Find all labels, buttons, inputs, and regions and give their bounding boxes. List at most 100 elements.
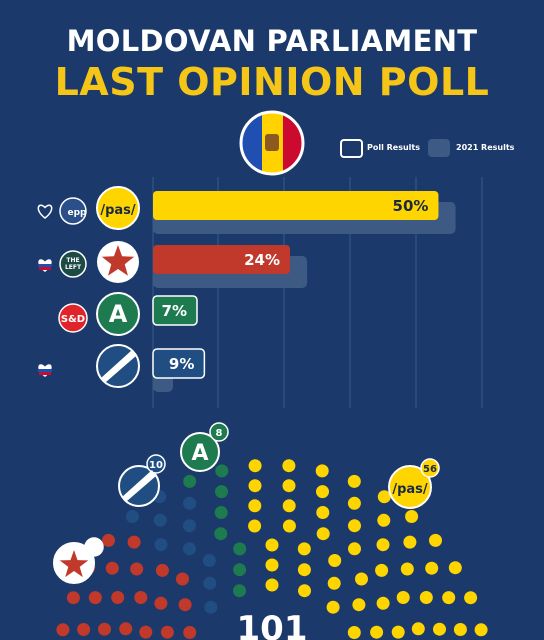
seat-pas: [355, 572, 368, 586]
seat-alternativa: [214, 506, 228, 519]
legend-swatch-poll: [340, 139, 363, 158]
bar-poll-sor: [152, 348, 206, 379]
seat-pas: [448, 561, 462, 575]
bar-poll-alternativa: [152, 295, 198, 326]
seat-pas: [316, 506, 330, 519]
seat-sor: [154, 538, 168, 552]
seat-pas: [429, 533, 442, 547]
bar-poll-pas: [153, 191, 439, 220]
seat-pas: [411, 622, 425, 636]
seat-pas: [419, 591, 433, 604]
alt-hemi-logo: [180, 432, 220, 472]
seat-alternativa: [233, 563, 247, 577]
seat-pas: [265, 578, 279, 592]
seat-pas: [442, 591, 456, 605]
seat-alternativa: [233, 542, 247, 556]
seat-pas: [248, 499, 262, 513]
bar-label-sor: 9%: [169, 355, 194, 373]
seat-alternativa: [214, 527, 228, 541]
seat-pas: [316, 527, 330, 541]
seat-pas: [376, 596, 390, 610]
legend-label-prev: 2021 Results: [456, 143, 515, 152]
seat-pas: [474, 623, 488, 637]
seat-psrm: [88, 591, 102, 605]
sor-diagonal-icon: [101, 350, 136, 382]
seat-psrm: [127, 535, 141, 549]
seat-pas: [282, 519, 296, 533]
seat-pas: [425, 561, 439, 575]
moldova-flag: [239, 110, 305, 176]
sor-hemi-diagonal-icon: [122, 470, 156, 501]
legend-label-poll: Poll Results: [367, 143, 420, 152]
seat-sor: [125, 510, 139, 523]
seat-pas: [265, 558, 279, 572]
seat-pas: [298, 584, 311, 598]
alternativa-logo: [96, 292, 140, 336]
seat-alternativa: [215, 485, 228, 499]
alt-hemi-logo-text: A: [191, 441, 208, 466]
seat-pas: [405, 510, 419, 523]
seat-pas: [403, 535, 417, 549]
bar-label-pas: 50%: [393, 197, 429, 215]
seat-psrm: [130, 562, 144, 576]
seat-psrm: [176, 572, 189, 586]
seat-sor: [204, 600, 218, 614]
seat-pas: [315, 464, 329, 478]
epp-badge-text: epp: [68, 208, 88, 218]
seat-psrm: [105, 561, 119, 575]
seat-pas: [400, 562, 414, 576]
seat-pas: [352, 598, 366, 612]
seat-pas: [316, 485, 329, 499]
pas-hemi-logo: [388, 465, 432, 509]
seat-psrm: [98, 622, 111, 636]
psrm-hemi-logo-count-badge: [84, 537, 104, 557]
seat-psrm: [77, 623, 91, 636]
page-title: MOLDOVAN PARLIAMENT: [66, 24, 478, 58]
seat-psrm: [119, 622, 133, 636]
sor-hemi-logo-count-badge: [146, 454, 166, 474]
seat-psrm: [155, 563, 169, 577]
seat-total: 101: [237, 609, 308, 640]
seat-pas: [248, 519, 262, 533]
seat-pas: [265, 538, 279, 552]
seat-pas: [347, 496, 361, 510]
pas-logo-text: /pas/: [100, 203, 136, 218]
seat-psrm: [160, 625, 174, 639]
seat-psrm: [134, 591, 148, 604]
seat-pas: [248, 479, 262, 493]
russia-heart-blue-2: [38, 369, 52, 372]
seat-pas: [348, 542, 361, 556]
psrm-hemi-logo-count: 27: [87, 543, 101, 554]
seat-pas: [282, 499, 296, 513]
seat-alternativa: [215, 464, 229, 478]
seat-pas: [375, 563, 389, 577]
seat-psrm: [178, 598, 192, 612]
alt-hemi-logo-count-badge: [209, 422, 229, 442]
seat-pas: [297, 542, 311, 556]
seat-sor: [203, 576, 217, 590]
seat-pas: [347, 626, 361, 639]
seat-sor: [183, 519, 196, 533]
seat-pas: [328, 554, 342, 567]
seat-sor: [202, 554, 216, 567]
bar-label-alternativa: 7%: [162, 302, 187, 320]
seat-alternativa: [233, 584, 246, 598]
seat-pas: [282, 479, 296, 493]
seat-pas: [433, 622, 446, 636]
pas-hemi-logo-text: /pas/: [392, 482, 428, 497]
seat-pas: [326, 600, 340, 614]
seat-psrm: [183, 626, 197, 639]
heart-icon: [37, 204, 53, 219]
seat-alternativa: [183, 474, 197, 488]
bar-label-psrm: 24%: [244, 251, 280, 269]
alt-hemi-logo-count: 8: [216, 428, 223, 439]
seat-pas: [464, 591, 478, 605]
seat-psrm: [102, 533, 115, 547]
seat-psrm: [66, 591, 80, 605]
seat-sor: [153, 513, 167, 527]
left-badge: [59, 250, 87, 278]
seat-psrm: [56, 623, 70, 637]
page-subtitle: LAST OPINION POLL: [54, 60, 490, 104]
seat-pas: [297, 563, 311, 577]
